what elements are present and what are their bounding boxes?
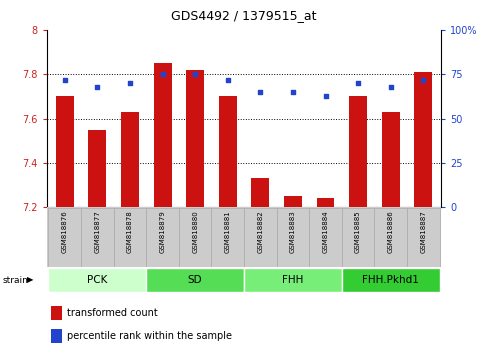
Bar <box>244 268 342 292</box>
Point <box>93 84 101 90</box>
Text: GSM818880: GSM818880 <box>192 210 198 253</box>
Text: GSM818878: GSM818878 <box>127 210 133 253</box>
Text: GSM818883: GSM818883 <box>290 210 296 253</box>
Bar <box>48 268 146 292</box>
Bar <box>88 130 106 207</box>
Point <box>420 77 427 82</box>
Text: strain: strain <box>2 275 28 285</box>
Text: SD: SD <box>188 275 203 285</box>
Text: GSM818886: GSM818886 <box>387 210 394 253</box>
Point <box>321 93 329 98</box>
Text: FHH: FHH <box>282 275 304 285</box>
Point <box>354 80 362 86</box>
Bar <box>56 96 74 207</box>
Point <box>61 77 69 82</box>
Bar <box>211 208 244 267</box>
Bar <box>146 208 179 267</box>
Bar <box>47 207 441 267</box>
Bar <box>317 198 334 207</box>
Bar <box>51 330 62 343</box>
Text: GSM818877: GSM818877 <box>94 210 101 253</box>
Point <box>224 77 232 82</box>
Bar <box>186 70 204 207</box>
Bar <box>414 72 432 207</box>
Bar <box>407 208 440 267</box>
Bar <box>382 112 400 207</box>
Bar <box>48 208 81 267</box>
Bar <box>277 208 309 267</box>
Bar <box>251 178 269 207</box>
Text: ▶: ▶ <box>27 275 34 285</box>
Point <box>126 80 134 86</box>
Text: GSM818882: GSM818882 <box>257 210 263 253</box>
Text: GSM818885: GSM818885 <box>355 210 361 253</box>
Text: GDS4492 / 1379515_at: GDS4492 / 1379515_at <box>171 9 317 22</box>
Text: GSM818879: GSM818879 <box>160 210 166 253</box>
Bar <box>146 268 244 292</box>
Text: GSM818876: GSM818876 <box>62 210 68 253</box>
Text: transformed count: transformed count <box>67 308 157 318</box>
Bar <box>349 96 367 207</box>
Bar <box>219 96 237 207</box>
Bar <box>179 208 211 267</box>
Bar <box>81 208 114 267</box>
Bar <box>374 208 407 267</box>
Text: GSM818884: GSM818884 <box>322 210 328 253</box>
Bar <box>342 268 440 292</box>
Bar <box>309 208 342 267</box>
Bar <box>342 208 374 267</box>
Text: PCK: PCK <box>87 275 107 285</box>
Point <box>191 72 199 77</box>
Bar <box>154 63 172 207</box>
Text: FHH.Pkhd1: FHH.Pkhd1 <box>362 275 419 285</box>
Bar <box>121 112 139 207</box>
Bar <box>284 196 302 207</box>
Point <box>387 84 395 90</box>
Text: GSM818887: GSM818887 <box>421 210 426 253</box>
Point <box>256 89 264 95</box>
Text: GSM818881: GSM818881 <box>225 210 231 253</box>
Bar <box>114 208 146 267</box>
Text: percentile rank within the sample: percentile rank within the sample <box>67 331 232 341</box>
Bar <box>244 208 277 267</box>
Bar <box>51 307 62 320</box>
Point <box>159 72 167 77</box>
Point <box>289 89 297 95</box>
